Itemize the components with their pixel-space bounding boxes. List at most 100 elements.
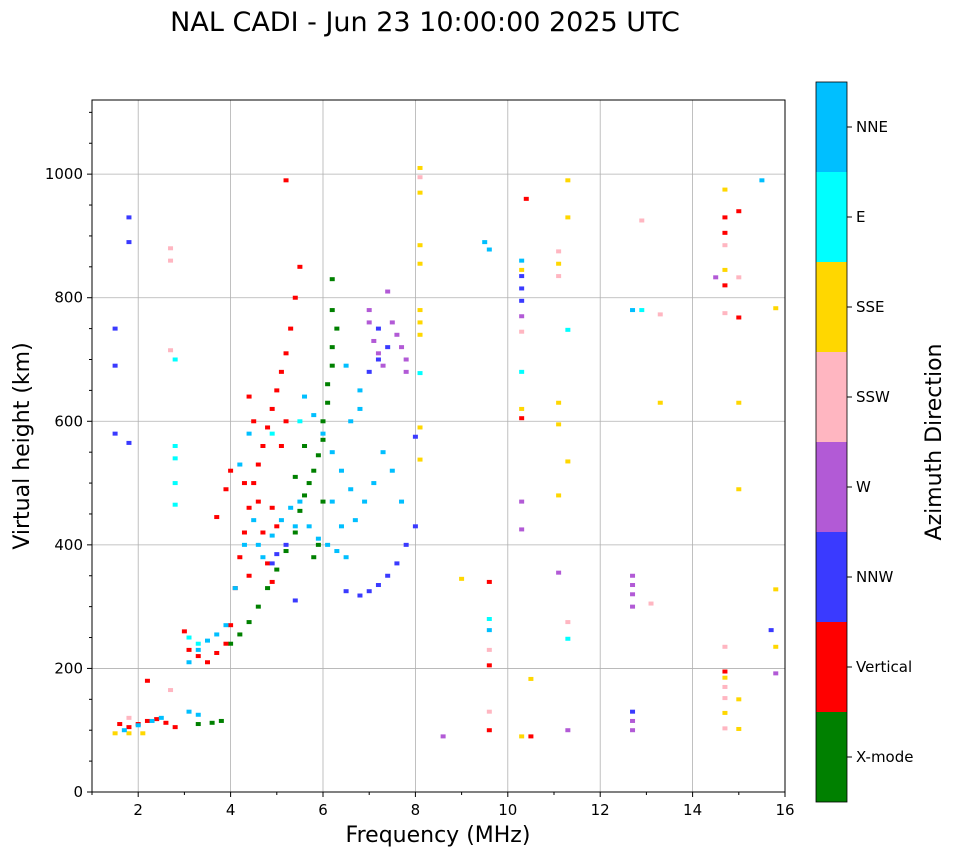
data-point — [144, 678, 150, 683]
data-point — [255, 462, 261, 467]
x-tick-label: 4 — [226, 801, 236, 819]
data-point — [149, 718, 155, 723]
colorbar-frame — [815, 81, 848, 803]
data-point — [292, 295, 298, 300]
colorbar-label: Azimuth Direction — [922, 343, 947, 540]
data-point — [265, 425, 271, 430]
data-point — [223, 487, 229, 492]
data-point — [205, 660, 210, 665]
data-point — [403, 369, 409, 374]
data-point — [325, 382, 331, 387]
data-point — [486, 663, 492, 668]
data-point — [519, 734, 525, 739]
data-point — [371, 338, 377, 343]
data-point — [228, 641, 234, 646]
data-point — [657, 312, 663, 317]
x-tick-label: 8 — [411, 801, 421, 819]
data-point — [343, 363, 349, 368]
data-point — [288, 505, 294, 510]
x-tick-label: 2 — [133, 801, 143, 819]
data-point — [736, 400, 742, 405]
data-point — [251, 481, 257, 486]
data-point — [334, 549, 340, 554]
data-point — [126, 240, 132, 245]
data-point — [722, 644, 728, 649]
data-point — [385, 345, 391, 350]
data-point — [186, 660, 192, 665]
data-point — [528, 734, 534, 739]
data-point — [195, 722, 201, 727]
data-point — [260, 530, 266, 535]
data-point — [565, 728, 571, 733]
data-point — [320, 431, 326, 436]
x-axis-label: Frequency (MHz) — [346, 823, 531, 848]
data-point — [237, 632, 243, 637]
data-point — [399, 345, 405, 350]
data-point — [486, 728, 492, 733]
data-point — [260, 555, 266, 560]
data-point — [736, 315, 742, 320]
x-tick-label: 16 — [775, 801, 794, 819]
data-point — [519, 369, 525, 374]
data-point — [486, 647, 492, 652]
data-point — [320, 419, 326, 424]
data-point — [630, 709, 636, 714]
data-point — [325, 400, 331, 405]
data-point — [630, 583, 636, 588]
data-point — [126, 215, 132, 220]
data-point — [251, 518, 257, 523]
data-point — [144, 718, 150, 723]
data-point — [269, 579, 275, 584]
y-tick-label: 1000 — [45, 165, 83, 183]
data-point — [648, 601, 654, 606]
data-point — [348, 419, 354, 424]
colorbar-segment — [816, 532, 847, 622]
data-point — [214, 650, 220, 655]
data-point — [237, 555, 243, 560]
data-point — [357, 593, 363, 598]
data-point — [320, 437, 326, 442]
data-point — [630, 308, 636, 313]
data-point — [329, 345, 335, 350]
data-point — [283, 351, 289, 356]
data-point — [565, 620, 571, 625]
series-x-mode — [195, 277, 340, 727]
data-point — [523, 196, 529, 201]
colorbar-segment — [816, 262, 847, 352]
data-point — [773, 671, 779, 676]
data-point — [759, 178, 765, 183]
data-point — [126, 715, 132, 720]
data-point — [278, 444, 284, 448]
data-point — [246, 505, 252, 510]
colorbar-tick-label: NNW — [856, 568, 893, 586]
data-point — [417, 175, 423, 180]
data-point — [736, 697, 742, 702]
colorbar-segment — [816, 172, 847, 262]
data-point — [311, 468, 317, 473]
data-point — [417, 308, 423, 313]
data-point — [565, 459, 571, 464]
data-point — [519, 274, 525, 279]
data-point — [269, 505, 275, 510]
data-point — [195, 654, 201, 659]
data-point — [297, 419, 303, 424]
data-point — [274, 567, 280, 572]
data-point — [380, 363, 386, 368]
data-point — [172, 456, 178, 461]
data-point — [117, 722, 123, 727]
data-point — [722, 696, 728, 701]
data-point — [121, 728, 127, 733]
data-point — [371, 481, 377, 486]
data-point — [630, 592, 636, 597]
data-point — [412, 524, 418, 529]
data-point — [218, 718, 224, 723]
data-point — [269, 561, 275, 566]
data-point — [556, 261, 562, 266]
data-point — [630, 604, 636, 609]
data-point — [205, 638, 210, 643]
data-point — [519, 267, 525, 272]
x-tick-label: 10 — [498, 801, 517, 819]
data-point — [288, 326, 294, 331]
data-point — [265, 586, 271, 591]
data-point — [195, 647, 201, 652]
